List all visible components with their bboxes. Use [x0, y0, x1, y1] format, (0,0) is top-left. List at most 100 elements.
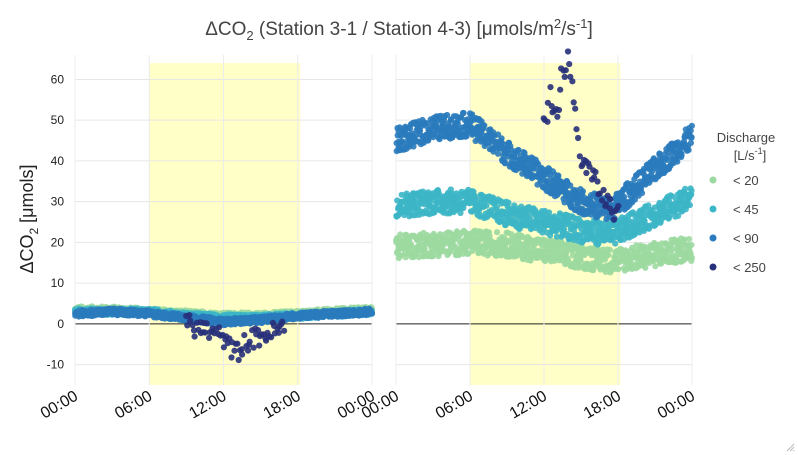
data-point: [561, 73, 568, 80]
data-point: [191, 333, 198, 340]
data-point: [638, 190, 646, 197]
ylabel-suffix: [μmols]: [17, 164, 37, 227]
data-point: [569, 78, 576, 85]
data-point: [686, 202, 694, 209]
data-point: [688, 187, 695, 194]
y-axis-label: ΔCO2 [μmols]: [17, 164, 41, 273]
panels: [72, 48, 696, 385]
data-point: [572, 105, 579, 112]
legend-unit-suffix: ]: [763, 148, 767, 163]
legend-unit-sup: -1: [755, 146, 763, 156]
data-point: [495, 150, 502, 157]
data-point: [555, 106, 563, 114]
title-prefix: ΔCO: [205, 19, 246, 40]
title-suffix: ]: [588, 19, 593, 40]
data-point: [279, 318, 286, 325]
data-point: [547, 84, 554, 91]
y-tick-label: 40: [51, 154, 65, 168]
data-point: [239, 351, 246, 358]
title-sup1: 2: [554, 16, 561, 31]
x-tick-label: 18:00: [581, 388, 624, 423]
title-mid: (Station 3-1 / Station 4-3) [μmols/m: [254, 19, 554, 40]
data-point: [562, 67, 569, 74]
legend-unit-prefix: [L/s: [734, 148, 755, 163]
panel-1: [72, 55, 376, 385]
data-point: [605, 251, 612, 259]
data-point: [256, 342, 263, 349]
data-point: [688, 241, 695, 249]
data-point: [583, 169, 590, 177]
data-point: [566, 61, 573, 68]
data-point: [682, 185, 689, 192]
data-point: [216, 324, 223, 331]
y-tick-label: -10: [47, 358, 65, 372]
data-point: [368, 310, 376, 317]
chart-title: ΔCO2 (Station 3-1 / Station 4-3) [μmols/…: [205, 16, 593, 43]
data-point: [570, 99, 577, 106]
data-point: [231, 347, 238, 354]
title-sup2: -1: [576, 16, 588, 31]
data-point: [228, 354, 235, 361]
x-tick-label: 00:00: [655, 388, 698, 423]
title-sub: 2: [246, 28, 253, 43]
legend-items: < 20< 45< 90< 250: [709, 173, 766, 275]
x-tick-label: 00:00: [38, 388, 81, 423]
data-point: [544, 118, 551, 125]
data-point: [275, 329, 282, 336]
data-point: [493, 229, 501, 236]
x-tick-label: 18:00: [261, 388, 304, 423]
data-point: [615, 266, 622, 273]
data-point: [579, 188, 587, 195]
data-point: [642, 264, 649, 271]
data-point: [460, 109, 467, 117]
legend-item[interactable]: < 20: [709, 173, 759, 188]
data-point: [241, 332, 248, 339]
data-point: [234, 340, 241, 347]
data-point: [554, 113, 561, 120]
x-tick-label: 06:00: [112, 388, 155, 423]
data-point: [505, 199, 512, 206]
y-tick-label: 10: [51, 276, 65, 290]
data-point: [610, 216, 618, 223]
legend: Discharge [L/s-1] < 20< 45< 90< 250: [709, 130, 776, 275]
data-point: [235, 356, 242, 364]
data-point: [607, 196, 614, 203]
y-tick-label: 0: [57, 317, 64, 331]
y-tick-label: 20: [51, 235, 65, 249]
legend-unit: [L/s-1]: [734, 146, 767, 163]
data-point: [186, 312, 193, 319]
data-point: [685, 236, 693, 243]
data-point: [244, 347, 252, 354]
data-point: [203, 320, 210, 327]
data-point: [206, 334, 213, 341]
x-tick-label: 12:00: [186, 388, 229, 423]
data-point: [573, 126, 580, 133]
y-tick-label: 30: [51, 195, 65, 209]
data-point: [250, 344, 257, 351]
title-mid2: /s: [561, 19, 576, 40]
data-point: [678, 151, 685, 158]
data-point: [246, 338, 253, 345]
data-point: [498, 135, 505, 142]
data-point: [483, 202, 490, 209]
data-point: [281, 327, 288, 334]
data-point: [481, 122, 488, 129]
data-point: [600, 186, 607, 194]
legend-title: Discharge: [717, 130, 776, 145]
panel-2: [393, 48, 696, 385]
data-point: [557, 86, 564, 93]
data-point: [564, 48, 572, 55]
data-point: [594, 178, 601, 185]
data-point: [688, 122, 696, 129]
ylabel-prefix: ΔCO: [17, 235, 37, 274]
data-point: [615, 202, 622, 210]
data-point: [685, 147, 692, 154]
x-tick-label: 06:00: [433, 388, 476, 423]
data-point: [575, 134, 582, 142]
data-point: [592, 168, 599, 176]
data-point: [688, 134, 695, 141]
y-tick-label: 60: [51, 72, 65, 86]
